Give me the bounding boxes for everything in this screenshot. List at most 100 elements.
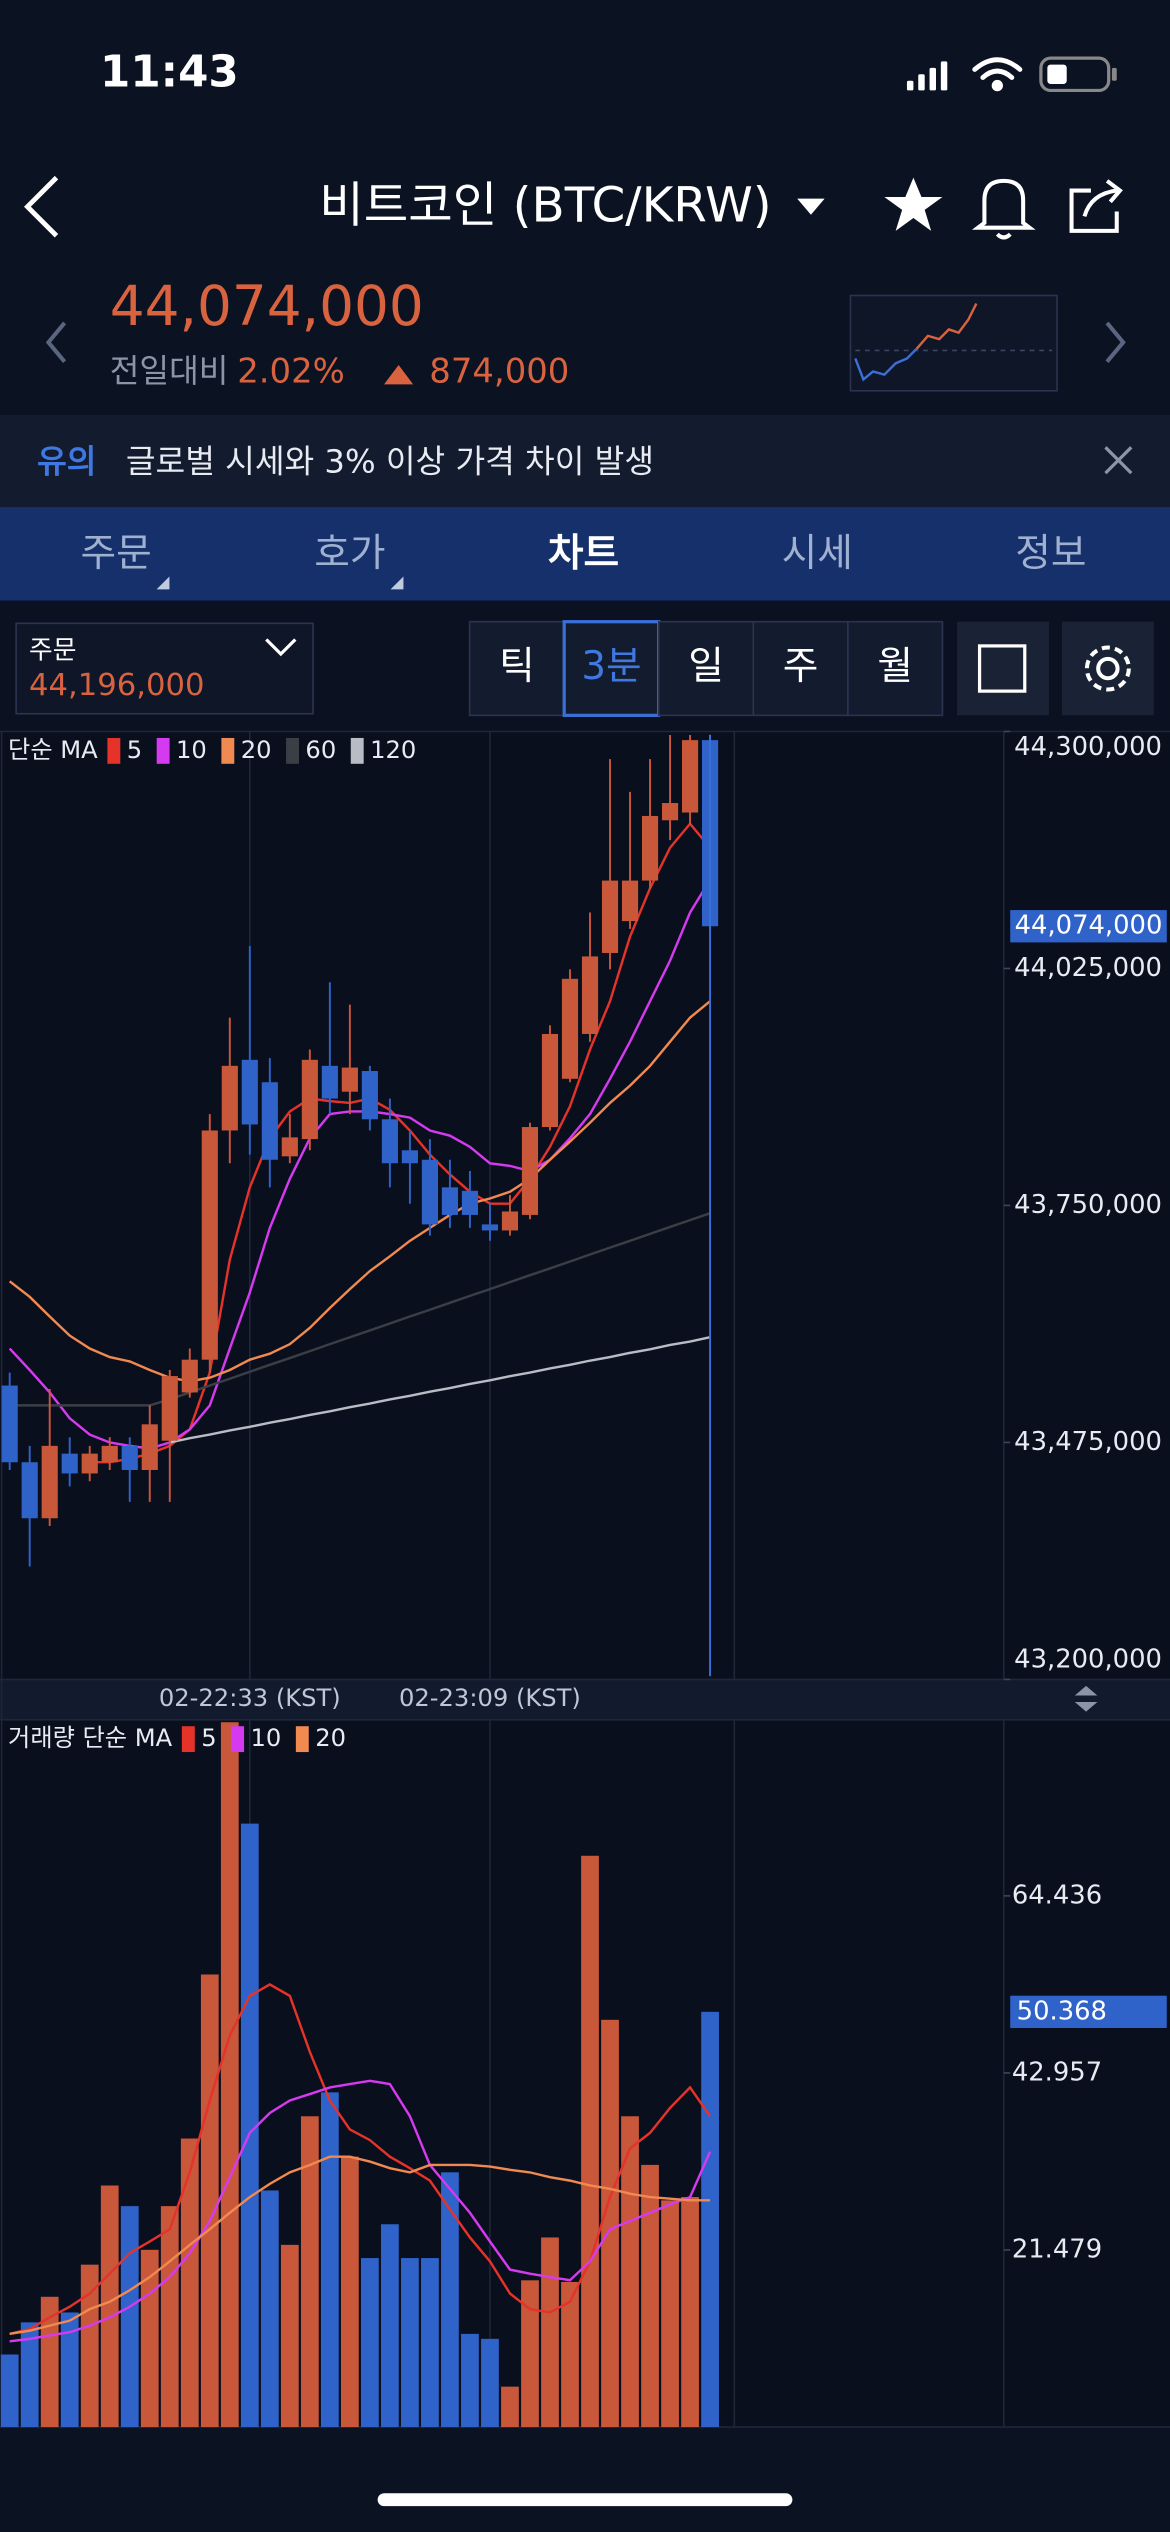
candle-body	[281, 1137, 298, 1157]
interval-button[interactable]	[752, 620, 849, 717]
volume-bar	[441, 2172, 459, 2428]
ma-line	[9, 2079, 712, 2343]
order-dropdown[interactable]	[265, 638, 297, 657]
ma-line	[8, 1000, 711, 1383]
candle-body	[421, 1159, 438, 1225]
volume-bar	[280, 2244, 299, 2428]
legend-label: 60	[305, 736, 336, 764]
ma-line	[9, 2155, 711, 2336]
ma-line	[169, 1336, 711, 1444]
volume-bar	[561, 2281, 579, 2428]
candle-body	[681, 740, 699, 813]
wifi-icon	[972, 57, 1023, 92]
tab[interactable]: 정보	[1015, 531, 1086, 576]
y-tick-label: 44,300,000	[1014, 732, 1162, 762]
candle-body	[161, 1376, 178, 1441]
legend-title: 단순 MA	[8, 736, 98, 764]
volume-bar	[220, 1722, 239, 2428]
signal-icon	[906, 61, 948, 91]
candle-body	[661, 803, 679, 821]
legend-swatch	[181, 1726, 195, 1753]
candle-body	[321, 1065, 338, 1099]
candle-body	[381, 1119, 398, 1164]
volume-bar	[340, 2156, 359, 2428]
candle-body	[241, 1059, 258, 1125]
interval-label: 일	[688, 644, 724, 689]
volume-bar	[200, 1974, 219, 2428]
settings-button[interactable]	[1061, 621, 1154, 716]
candle-body	[581, 956, 599, 1034]
volume-bar	[160, 2206, 179, 2428]
volume-bar	[20, 2322, 39, 2428]
tab[interactable]: 주문	[81, 531, 152, 576]
next-coin[interactable]	[1105, 321, 1126, 364]
time-strip	[0, 1679, 1170, 1720]
interval-button[interactable]	[562, 620, 661, 717]
tab[interactable]: 차트	[548, 531, 619, 576]
order-label: 주문	[29, 635, 76, 665]
legend-swatch	[221, 737, 235, 764]
tab[interactable]: 시세	[782, 531, 853, 576]
favorite-button[interactable]	[884, 177, 943, 231]
legend-label: 5	[201, 1724, 216, 1752]
volume-bar	[601, 2019, 619, 2428]
interval-button[interactable]	[657, 620, 755, 717]
volume-bar	[521, 2280, 539, 2428]
prev-coin[interactable]	[45, 321, 67, 364]
candle-body	[641, 815, 659, 881]
volume-bar	[641, 2164, 659, 2428]
candle-body	[221, 1065, 238, 1131]
notice-tag: 유의	[37, 442, 96, 480]
legend-swatch	[107, 737, 121, 764]
notice-text: 글로벌 시세와 3% 이상 가격 차이 발생	[126, 442, 654, 480]
title-dropdown[interactable]	[797, 198, 825, 215]
notice-close[interactable]	[1104, 446, 1133, 475]
change-amount: 874,000	[429, 352, 569, 391]
interval-label: 틱	[499, 644, 535, 689]
legend-label: 20	[241, 736, 272, 764]
legend-swatch	[350, 737, 364, 764]
alarm-button[interactable]	[971, 178, 1036, 240]
gear-icon	[1084, 645, 1131, 692]
volume-bar	[701, 2011, 719, 2428]
candle-body	[101, 1445, 118, 1463]
interval-label: 3분	[581, 644, 641, 689]
up-triangle	[384, 364, 414, 385]
candle-body	[541, 1033, 559, 1128]
volume-bar	[501, 2386, 519, 2428]
candle-body	[621, 880, 639, 922]
candle-body	[601, 880, 619, 953]
order-box[interactable]	[15, 622, 314, 715]
coin-title[interactable]: 비트코인 (BTC/KRW)	[319, 177, 771, 233]
y-tick-label: 43,475,000	[1014, 1427, 1162, 1457]
volume-bar	[461, 2333, 479, 2428]
candle-body	[461, 1190, 479, 1215]
tab[interactable]: 호가	[314, 531, 385, 576]
interval-button[interactable]	[468, 620, 565, 717]
candle-body	[201, 1130, 218, 1360]
legend-label: 20	[315, 1724, 346, 1752]
legend-swatch	[286, 737, 299, 764]
volume-bar	[260, 2190, 279, 2428]
legend-swatch	[156, 737, 170, 764]
ma-line	[89, 821, 711, 1464]
volume-bar	[401, 2258, 419, 2428]
interval-button[interactable]	[847, 620, 944, 717]
x-tick-label: 02-22:33 (KST)	[159, 1684, 341, 1712]
y-tick-label: 43,750,000	[1014, 1190, 1162, 1220]
candle-body	[561, 978, 579, 1079]
back-button[interactable]	[24, 175, 59, 238]
volume-bar	[300, 2116, 319, 2428]
draw-button[interactable]	[956, 621, 1049, 716]
share-button[interactable]	[1069, 179, 1123, 233]
home-indicator	[377, 2493, 793, 2507]
x-tick-label: 02-23:09 (KST)	[399, 1684, 581, 1712]
y-tick-label: 42.957	[1012, 2057, 1102, 2087]
candle-body	[141, 1424, 158, 1470]
resize-handle[interactable]	[1074, 1685, 1098, 1712]
volume-bar	[581, 1855, 599, 2428]
candle-body	[361, 1071, 378, 1120]
volume-bar	[381, 2224, 399, 2428]
volume-bar	[481, 2338, 499, 2428]
